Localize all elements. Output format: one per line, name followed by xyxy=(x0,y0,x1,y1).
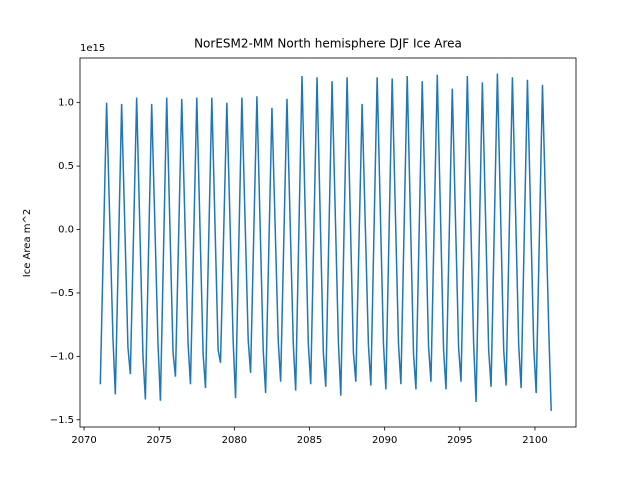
x-tick-label: 2085 xyxy=(297,435,322,446)
axes-frame xyxy=(79,57,577,428)
y-tick-label: −0.5 xyxy=(50,288,74,299)
y-tick-label: 1.0 xyxy=(58,98,74,109)
chart-title: NorESM2-MM North hemisphere DJF Ice Area xyxy=(194,37,462,51)
x-tick-label: 2075 xyxy=(146,435,171,446)
x-tick-label: 2100 xyxy=(522,435,547,446)
y-tick-label: 0.5 xyxy=(58,161,74,172)
line-series xyxy=(99,73,552,411)
y-tick-label: 0.0 xyxy=(58,224,74,235)
x-tick-label: 2080 xyxy=(222,435,247,446)
y-tick-label: −1.0 xyxy=(50,351,74,362)
x-tick-label: 2090 xyxy=(372,435,397,446)
x-tick-label: 2095 xyxy=(447,435,472,446)
x-tick-label: 2070 xyxy=(71,435,96,446)
y-offset-label: 1e15 xyxy=(80,43,105,54)
y-tick-label: −1.5 xyxy=(50,415,74,426)
y-axis-label: Ice Area m^2 xyxy=(22,209,33,277)
